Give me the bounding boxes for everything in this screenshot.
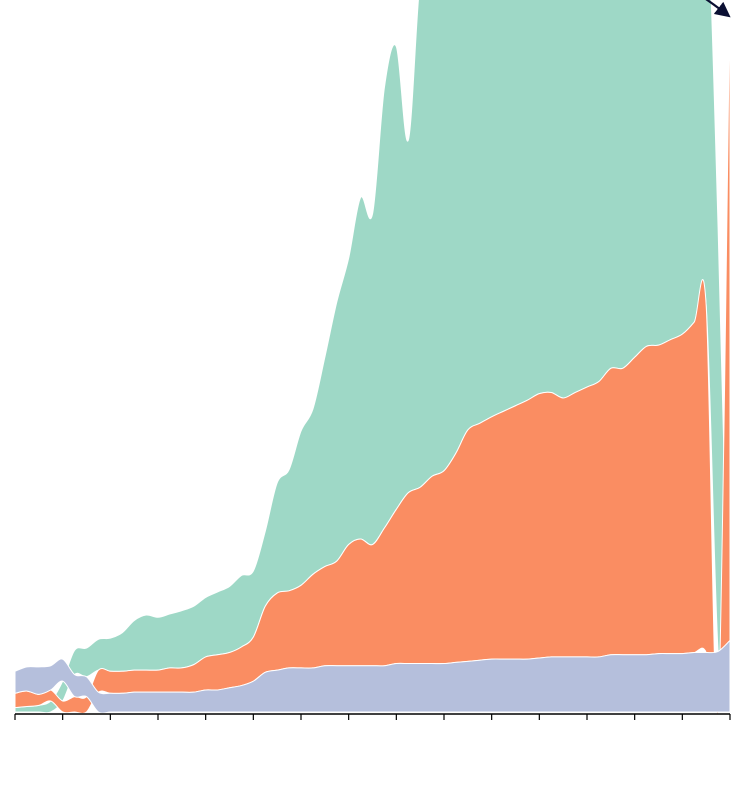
area-series-3 xyxy=(14,639,731,714)
area-layers xyxy=(14,0,731,717)
x-axis xyxy=(14,713,731,720)
